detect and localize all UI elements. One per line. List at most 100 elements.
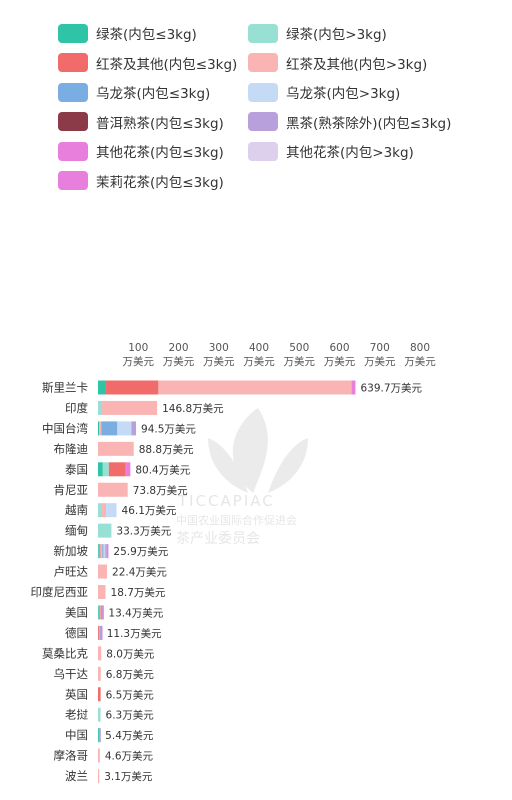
total-label: 11.3万美元 — [107, 627, 162, 640]
total-label: 73.8万美元 — [133, 484, 188, 497]
bar-segment[interactable] — [99, 421, 102, 436]
legend-item[interactable]: 其他花茶(内包≤3kg) — [58, 140, 224, 162]
bar-segment[interactable] — [98, 564, 108, 579]
bar-segment[interactable] — [98, 687, 101, 702]
category-label: 肯尼亚 — [54, 483, 89, 497]
total-label: 639.7万美元 — [360, 382, 422, 395]
legend-swatch — [58, 112, 88, 131]
bar-segment[interactable] — [102, 462, 109, 477]
total-label: 46.1万美元 — [122, 504, 177, 517]
bar-segment[interactable] — [101, 625, 103, 640]
legend-swatch — [58, 141, 88, 161]
total-label: 94.5万美元 — [141, 422, 196, 435]
bar-segment[interactable] — [99, 728, 101, 743]
bar-segment[interactable] — [106, 544, 109, 559]
category-label: 中国台湾 — [42, 421, 88, 435]
legend-item[interactable]: 乌龙茶(内包≤3kg) — [58, 81, 210, 103]
bar-segment[interactable] — [106, 503, 117, 518]
x-tick-unit: 万美元 — [364, 355, 396, 368]
category-label: 波兰 — [65, 769, 88, 783]
bar-segment[interactable] — [102, 544, 104, 559]
category-label: 莫桑比克 — [42, 646, 88, 660]
bar-segment[interactable] — [98, 523, 112, 538]
total-label: 22.4万美元 — [112, 566, 167, 579]
legend-label: 红茶及其他(内包>3kg) — [286, 56, 428, 73]
bar-segment[interactable] — [108, 462, 126, 477]
bar-segment[interactable] — [102, 400, 158, 415]
x-tick-unit: 万美元 — [404, 355, 436, 368]
bar-segment[interactable] — [98, 400, 103, 415]
bar-segment[interactable] — [98, 585, 106, 599]
bar-segment[interactable] — [99, 625, 101, 640]
category-label: 英国 — [65, 687, 88, 701]
bar-segment[interactable] — [100, 544, 103, 559]
category-label: 新加坡 — [54, 544, 89, 558]
category-label: 乌干达 — [54, 667, 89, 681]
legend-swatch — [248, 141, 278, 161]
bar-segment[interactable] — [98, 748, 100, 763]
bar-segment[interactable] — [98, 380, 107, 395]
category-label: 斯里兰卡 — [42, 381, 88, 395]
category-label: 越南 — [65, 503, 88, 517]
bar-segment[interactable] — [100, 625, 102, 640]
bar-segment[interactable] — [98, 503, 103, 518]
legend-item[interactable]: 茉莉花茶(内包≤3kg) — [58, 170, 224, 192]
legend-item[interactable]: 绿茶(内包≤3kg) — [58, 22, 197, 44]
bar-segment[interactable] — [117, 421, 132, 436]
bar-segment[interactable] — [103, 544, 106, 559]
bar-segment[interactable] — [98, 646, 102, 661]
legend-item[interactable]: 普洱熟茶(内包≤3kg) — [58, 111, 224, 133]
bar-segment[interactable] — [98, 769, 100, 784]
legend-item[interactable]: 红茶及其他(内包≤3kg) — [58, 52, 237, 74]
bar-segment[interactable] — [101, 421, 118, 436]
bar-segment[interactable] — [101, 605, 103, 620]
legend-swatch — [248, 112, 278, 131]
x-tick-value: 100 — [128, 342, 148, 354]
bar-segment[interactable] — [100, 605, 102, 620]
category-label: 印度尼西亚 — [31, 585, 89, 599]
bar-segment[interactable] — [98, 625, 100, 640]
total-label: 88.8万美元 — [139, 443, 194, 456]
bar-segment[interactable] — [99, 605, 101, 620]
bar-segment[interactable] — [98, 482, 128, 497]
bar-segment[interactable] — [98, 625, 101, 640]
bar-segment[interactable] — [98, 605, 100, 620]
bar-segment[interactable] — [125, 462, 131, 477]
bar-segment[interactable] — [98, 728, 100, 743]
bar-segment[interactable] — [98, 421, 100, 436]
x-tick-value: 700 — [370, 342, 390, 354]
bar-segment[interactable] — [98, 605, 100, 620]
bar-segment[interactable] — [98, 441, 134, 456]
bar-segment[interactable] — [98, 544, 100, 559]
legend-label: 黑茶(熟茶除外)(内包≤3kg) — [286, 115, 452, 132]
x-tick-value: 600 — [329, 342, 349, 354]
total-label: 146.8万美元 — [162, 402, 224, 415]
x-tick-unit: 万美元 — [163, 355, 195, 368]
bar-segment[interactable] — [98, 707, 101, 722]
bar-segment[interactable] — [351, 380, 356, 395]
legend-swatch — [248, 53, 278, 72]
bar-segment[interactable] — [131, 421, 137, 436]
legend-item[interactable]: 其他花茶(内包>3kg) — [248, 140, 414, 162]
total-label: 6.3万美元 — [106, 709, 155, 722]
x-tick-unit: 万美元 — [284, 355, 316, 368]
legend-item[interactable]: 红茶及其他(内包>3kg) — [248, 52, 427, 74]
total-labels: 639.7万美元 146.8万美元 94.5万美元 88.8万美元 80.4万美元 73.… — [104, 382, 422, 784]
x-tick-unit: 万美元 — [123, 355, 155, 368]
bar-segment[interactable] — [98, 544, 100, 559]
legend-swatch — [248, 23, 278, 43]
bar-segment[interactable] — [158, 380, 352, 395]
legend-item[interactable]: 黑茶(熟茶除外)(内包≤3kg) — [248, 111, 451, 133]
bar-segment[interactable] — [105, 544, 107, 559]
category-label: 摩洛哥 — [54, 749, 89, 763]
bar-segment[interactable] — [101, 605, 104, 620]
legend-item[interactable]: 乌龙茶(内包>3kg) — [248, 81, 400, 103]
bar-segment[interactable] — [99, 544, 101, 559]
bar-segment[interactable] — [102, 605, 104, 620]
bar-segment[interactable] — [102, 503, 107, 518]
legend-item[interactable]: 绿茶(内包>3kg) — [248, 22, 387, 44]
bar-segment[interactable] — [106, 380, 159, 395]
bar-segment[interactable] — [98, 666, 101, 681]
bar-segment[interactable] — [98, 462, 103, 477]
